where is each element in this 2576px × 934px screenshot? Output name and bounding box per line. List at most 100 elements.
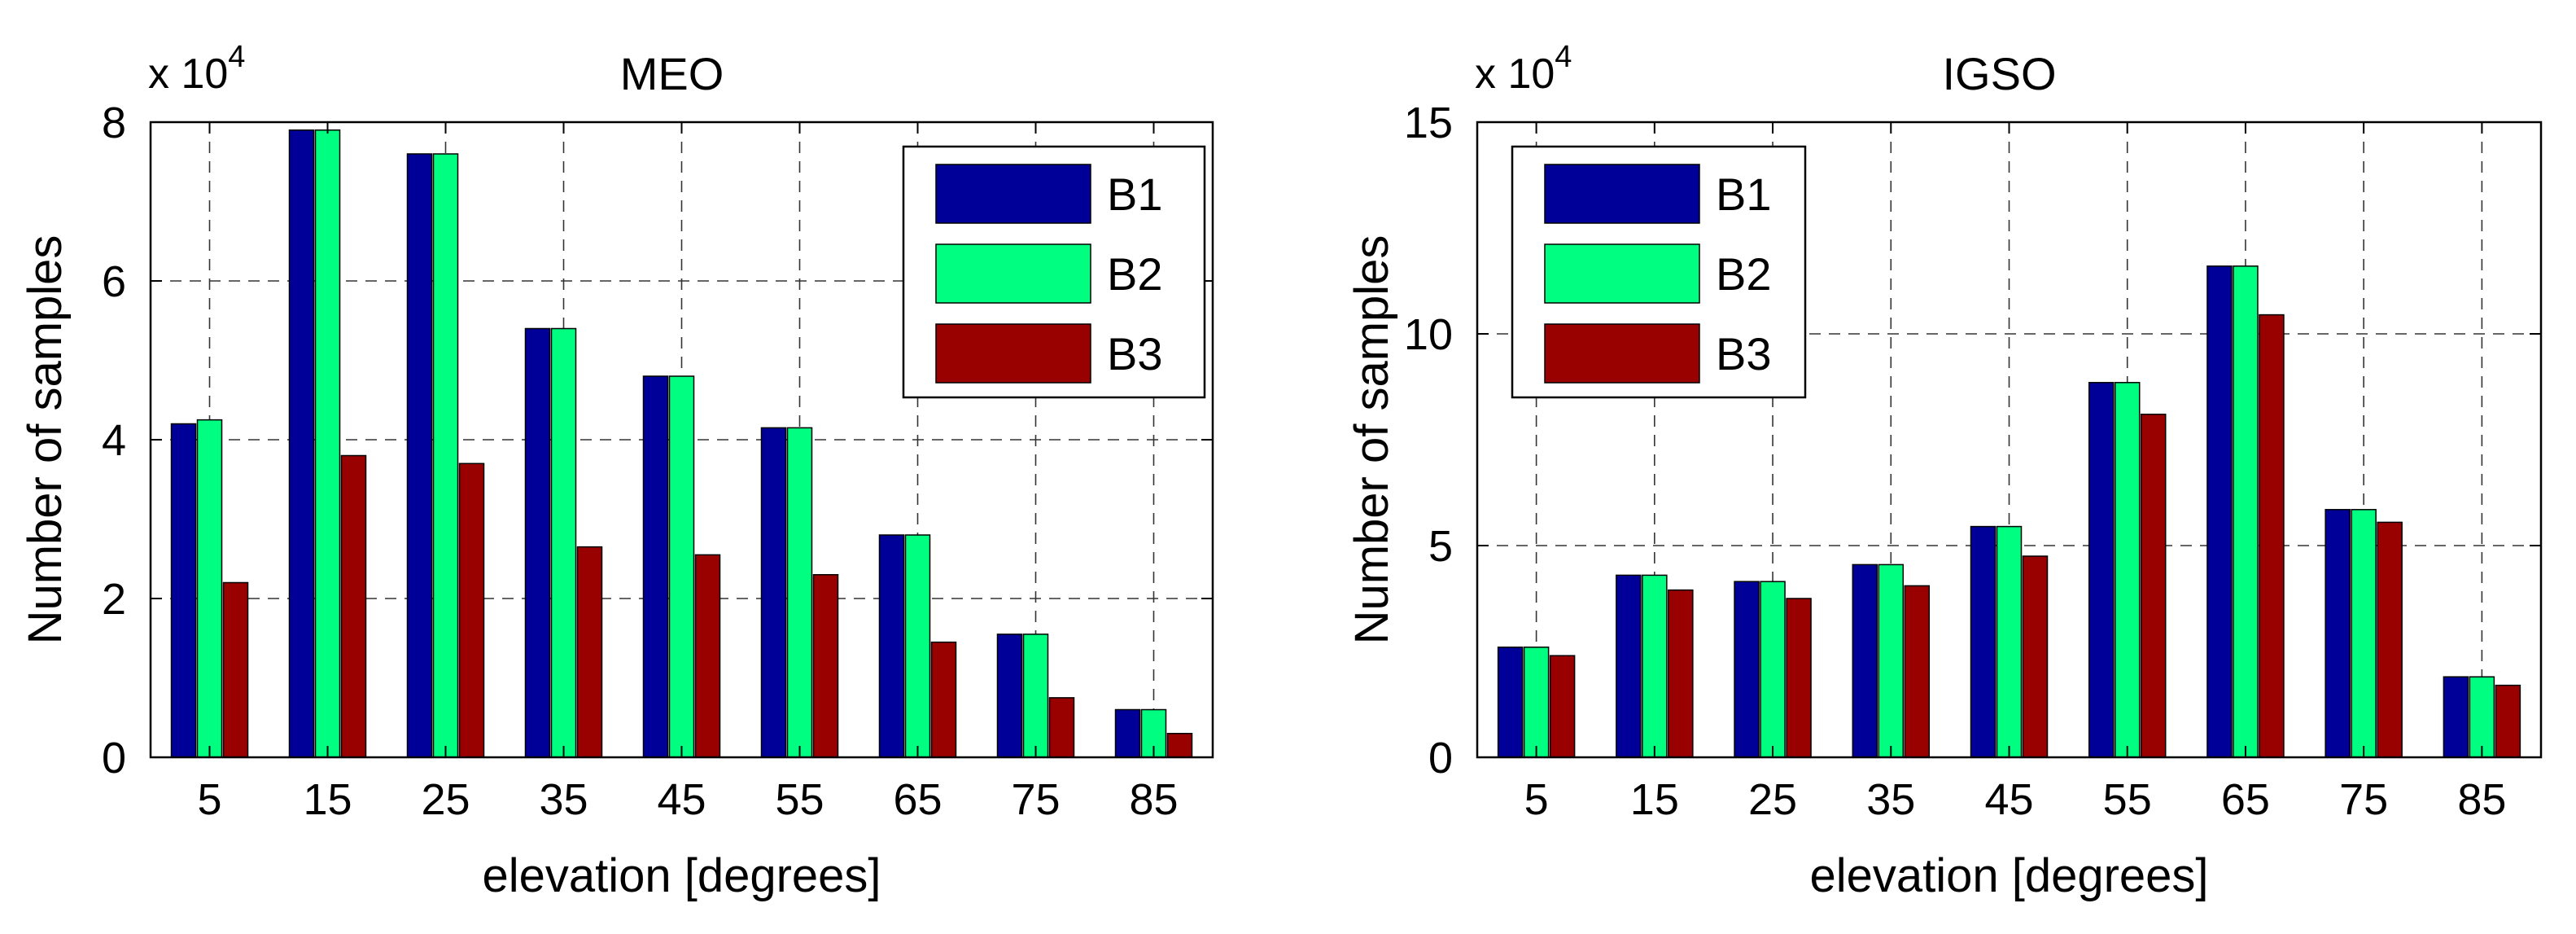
x-tick-label: 5 (197, 775, 221, 824)
bar-b3-35 (576, 546, 603, 758)
y-tick-label: 8 (102, 99, 126, 147)
legend-label-b3: B3 (1107, 328, 1163, 379)
bar-b3-15 (1668, 589, 1694, 758)
scale-factor: x 104 (148, 40, 245, 98)
bar-b2-45 (1996, 525, 2023, 758)
x-tick-label: 55 (775, 775, 824, 824)
bar-b2-75 (1022, 634, 1049, 758)
chart-igso: 5 15 25 35 45 55 65 75 85 0 5 10 15 x 104 IGSO elevatio… (1345, 40, 2543, 902)
bar-b2-25 (1760, 581, 1786, 758)
bar-b3-35 (1904, 585, 1931, 758)
bar-b1-85 (1114, 708, 1141, 758)
x-tick-label: 5 (1524, 775, 1549, 824)
bar-b2-35 (1878, 563, 1905, 758)
bar-b1-55 (760, 427, 787, 758)
bar-b3-55 (2140, 414, 2167, 758)
legend-swatch-b2 (935, 243, 1091, 304)
bar-b2-65 (2233, 265, 2259, 758)
bar-b2-65 (904, 534, 931, 758)
bar-b3-45 (2022, 555, 2049, 758)
bar-b3-15 (340, 454, 367, 758)
chart-title: IGSO (1942, 48, 2056, 99)
legend-label-b1: B1 (1107, 169, 1163, 220)
x-tick-label: 85 (2457, 775, 2506, 824)
bar-b3-45 (694, 554, 721, 758)
legend: B1 B2 B3 (1511, 145, 1807, 399)
legend-label-b1: B1 (1716, 169, 1772, 220)
bar-b1-25 (1734, 581, 1760, 758)
bar-b3-5 (222, 581, 249, 758)
x-tick-label: 85 (1129, 775, 1178, 824)
bar-b2-75 (2351, 509, 2377, 758)
bar-b1-25 (406, 153, 433, 758)
bar-b1-75 (2325, 509, 2351, 758)
y-tick-label: 15 (1404, 99, 1453, 147)
x-axis-label: elevation [degrees] (482, 849, 881, 902)
x-tick-label: 15 (303, 775, 352, 824)
bar-b1-75 (996, 634, 1023, 758)
chart-meo: 5 15 25 35 45 55 65 75 85 0 2 4 6 8 x 104 MEO elevation … (19, 40, 1214, 902)
y-axis-label: Number of samples (1345, 235, 1398, 645)
bar-b3-65 (2259, 314, 2285, 758)
x-tick-label: 65 (893, 775, 942, 824)
x-tick-label: 45 (657, 775, 706, 824)
bar-b1-15 (1616, 574, 1642, 758)
scale-factor: x 104 (1475, 40, 1572, 98)
bar-b1-45 (642, 375, 669, 758)
bar-b1-35 (524, 327, 551, 758)
legend-swatch-b3 (935, 323, 1091, 384)
bar-b3-85 (2495, 684, 2521, 758)
bar-b1-85 (2443, 676, 2469, 758)
bar-b2-25 (432, 153, 459, 758)
bar-b3-85 (1166, 733, 1193, 758)
bar-b2-15 (314, 129, 341, 758)
x-tick-label: 35 (1866, 775, 1915, 824)
y-tick-label: 0 (102, 734, 126, 783)
bar-b2-55 (2114, 382, 2141, 758)
bar-b1-65 (2206, 265, 2233, 758)
y-tick-label: 4 (102, 416, 126, 465)
x-tick-label: 65 (2221, 775, 2270, 824)
x-tick-label: 55 (2103, 775, 2152, 824)
y-tick-label: 2 (102, 575, 126, 624)
legend-label-b3: B3 (1716, 328, 1772, 379)
bar-b1-45 (1970, 525, 1997, 758)
bar-b3-75 (2377, 521, 2403, 758)
bar-b3-25 (458, 463, 485, 758)
x-tick-label: 25 (421, 775, 470, 824)
y-tick-label: 10 (1404, 310, 1453, 359)
bar-b2-35 (550, 327, 577, 758)
bar-b1-35 (1852, 563, 1878, 758)
legend-swatch-b3 (1544, 323, 1700, 384)
bar-b2-55 (786, 427, 813, 758)
y-tick-label: 6 (102, 257, 126, 306)
bar-b1-5 (1497, 647, 1524, 758)
bar-b1-55 (2088, 382, 2115, 758)
legend-swatch-b1 (1544, 164, 1700, 224)
legend-swatch-b2 (1544, 243, 1700, 304)
bar-b2-45 (668, 375, 695, 758)
y-axis-label: Number of samples (19, 235, 72, 645)
bar-b2-5 (196, 419, 223, 758)
bar-b2-15 (1642, 574, 1668, 758)
bar-b3-25 (1786, 598, 1812, 758)
legend-label-b2: B2 (1107, 248, 1163, 300)
x-tick-label: 75 (1011, 775, 1060, 824)
x-tick-label: 25 (1748, 775, 1797, 824)
x-axis-label: elevation [degrees] (1809, 849, 2208, 902)
legend: B1 B2 B3 (902, 145, 1206, 399)
x-tick-label: 35 (539, 775, 588, 824)
bar-b1-15 (288, 129, 315, 758)
legend-swatch-b1 (935, 164, 1091, 224)
x-tick-label: 15 (1630, 775, 1679, 824)
bar-b3-75 (1048, 697, 1075, 758)
x-tick-label: 75 (2339, 775, 2388, 824)
x-tick-label: 45 (1984, 775, 2033, 824)
legend-label-b2: B2 (1716, 248, 1772, 300)
chart-title: MEO (620, 48, 724, 99)
bar-b3-5 (1549, 655, 1576, 758)
bar-b2-5 (1523, 647, 1550, 758)
bar-b3-65 (930, 641, 957, 758)
bar-b2-85 (2469, 676, 2495, 758)
